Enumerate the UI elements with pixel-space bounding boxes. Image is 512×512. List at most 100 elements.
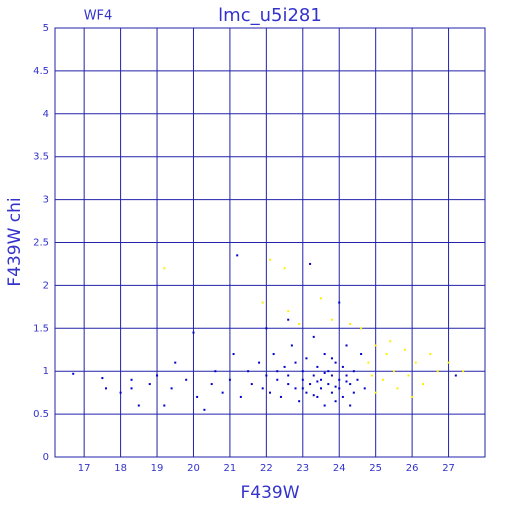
point [327,370,330,373]
point [462,370,465,373]
point [265,374,268,377]
point [261,387,264,390]
point [119,391,122,394]
point [349,404,352,407]
point [269,258,271,261]
point [301,370,304,373]
point [349,323,352,326]
point [272,353,275,356]
point [367,361,370,364]
point [436,370,439,373]
point [196,395,199,398]
point [261,301,264,304]
point [276,370,279,373]
point [258,361,261,364]
point [192,331,195,334]
point [312,335,315,338]
point [287,310,290,313]
point [429,353,432,356]
point [374,391,377,394]
point [312,394,315,397]
point [203,408,206,411]
point [170,387,173,390]
point [305,391,308,394]
point [334,361,337,364]
x-tick-label: 20 [187,463,200,474]
point [334,400,337,403]
point [323,404,326,407]
point [392,370,395,373]
point [290,344,293,347]
y-tick-label: 1.5 [33,323,49,334]
y-tick-label: 4 [43,109,49,120]
x-axis-label: F439W [240,483,299,503]
point [309,383,312,386]
point [250,383,253,386]
x-tick-label: 21 [224,463,237,474]
point [283,365,286,368]
point [374,344,377,347]
point [320,297,323,300]
point [287,318,290,321]
y-axis-label: F439W chi [5,197,25,286]
y-tick-label: 1 [43,366,49,377]
point [105,387,108,390]
point [301,378,304,381]
y-tick-label: 3 [43,195,49,206]
point [320,378,323,381]
point [356,378,359,381]
x-tick-label: 22 [260,463,273,474]
point [330,318,333,321]
point [334,385,337,388]
point [163,404,166,407]
point [265,327,268,330]
point [305,357,308,360]
point [276,378,279,381]
point [316,380,319,383]
y-tick-label: 4.5 [33,66,49,77]
point [130,387,133,390]
point [148,383,151,386]
point [236,254,239,257]
point [163,267,166,270]
point [316,365,319,368]
y-tick-label: 5 [43,23,49,34]
point [327,383,330,386]
point [447,361,450,364]
point [345,374,348,377]
chart-title: lmc_u5i281 [218,5,322,26]
point [341,395,344,398]
point [338,301,341,304]
x-tick-label: 17 [78,463,91,474]
point [396,387,399,390]
point [294,387,297,390]
x-tick-label: 24 [333,463,346,474]
point [345,380,348,383]
point [316,395,319,398]
point [352,370,355,373]
x-tick-label: 23 [296,463,309,474]
y-tick-label: 2 [43,280,49,291]
x-tick-label: 26 [406,463,419,474]
point [371,374,374,377]
point [283,267,286,270]
point [403,348,406,351]
point [221,391,224,394]
point [269,391,271,394]
point [389,340,392,343]
point [309,262,312,265]
x-tick-label: 19 [151,463,164,474]
point [287,374,290,377]
point [298,400,301,403]
point [279,395,282,398]
point [330,391,333,394]
point [330,374,333,377]
y-tick-label: 0.5 [33,409,49,420]
point [156,374,159,377]
point [287,383,290,386]
point [174,361,177,364]
point [352,391,355,394]
y-tick-label: 2.5 [33,238,49,249]
